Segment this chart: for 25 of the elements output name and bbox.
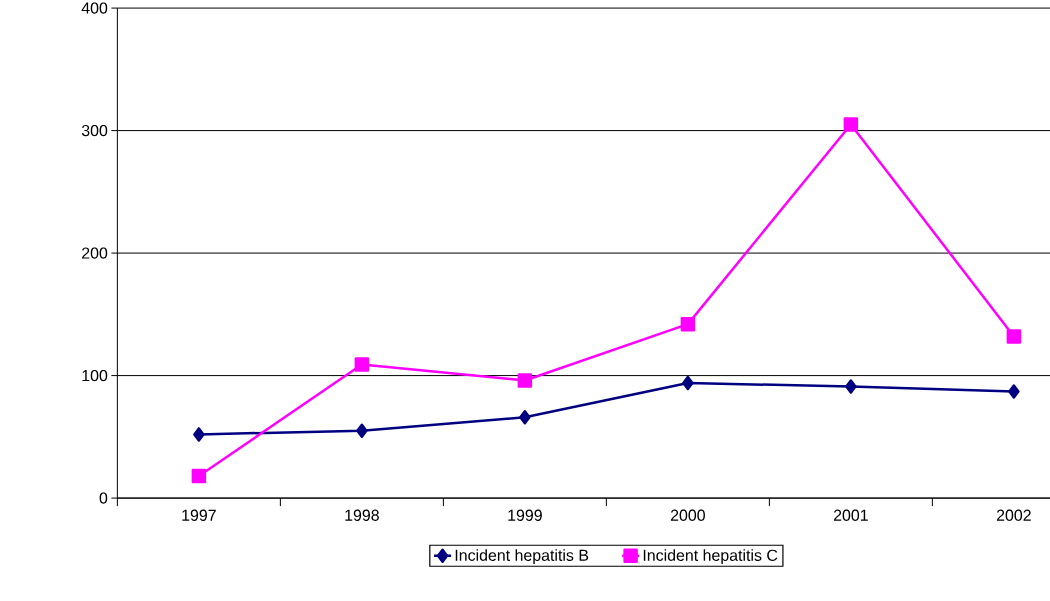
legend-label: Incident hepatitis B bbox=[455, 549, 589, 565]
x-tick-label: 2000 bbox=[670, 509, 705, 521]
y-tick-label: 100 bbox=[82, 369, 108, 382]
point bbox=[519, 409, 531, 425]
point bbox=[682, 375, 694, 391]
x-tick-label: 2002 bbox=[996, 509, 1031, 521]
y-tick-label: 300 bbox=[81, 124, 108, 137]
y-tick-label: 400 bbox=[81, 2, 108, 14]
y-tick-label: 0 bbox=[99, 492, 108, 504]
point bbox=[1006, 329, 1022, 344]
point bbox=[845, 379, 857, 394]
point bbox=[1008, 384, 1020, 399]
point bbox=[356, 423, 368, 438]
legend-label: Incident hepatitis C bbox=[643, 549, 778, 565]
x-tick-label: 1998 bbox=[345, 509, 379, 521]
point bbox=[680, 316, 696, 332]
x-tick-label: 2001 bbox=[833, 509, 868, 521]
point bbox=[193, 427, 205, 442]
point bbox=[517, 373, 533, 388]
point bbox=[843, 117, 859, 132]
x-tick-label: 1997 bbox=[182, 509, 216, 521]
point bbox=[354, 357, 370, 372]
x-tick-label: 1999 bbox=[508, 509, 542, 521]
point bbox=[191, 468, 207, 484]
y-tick-label: 200 bbox=[82, 247, 108, 259]
